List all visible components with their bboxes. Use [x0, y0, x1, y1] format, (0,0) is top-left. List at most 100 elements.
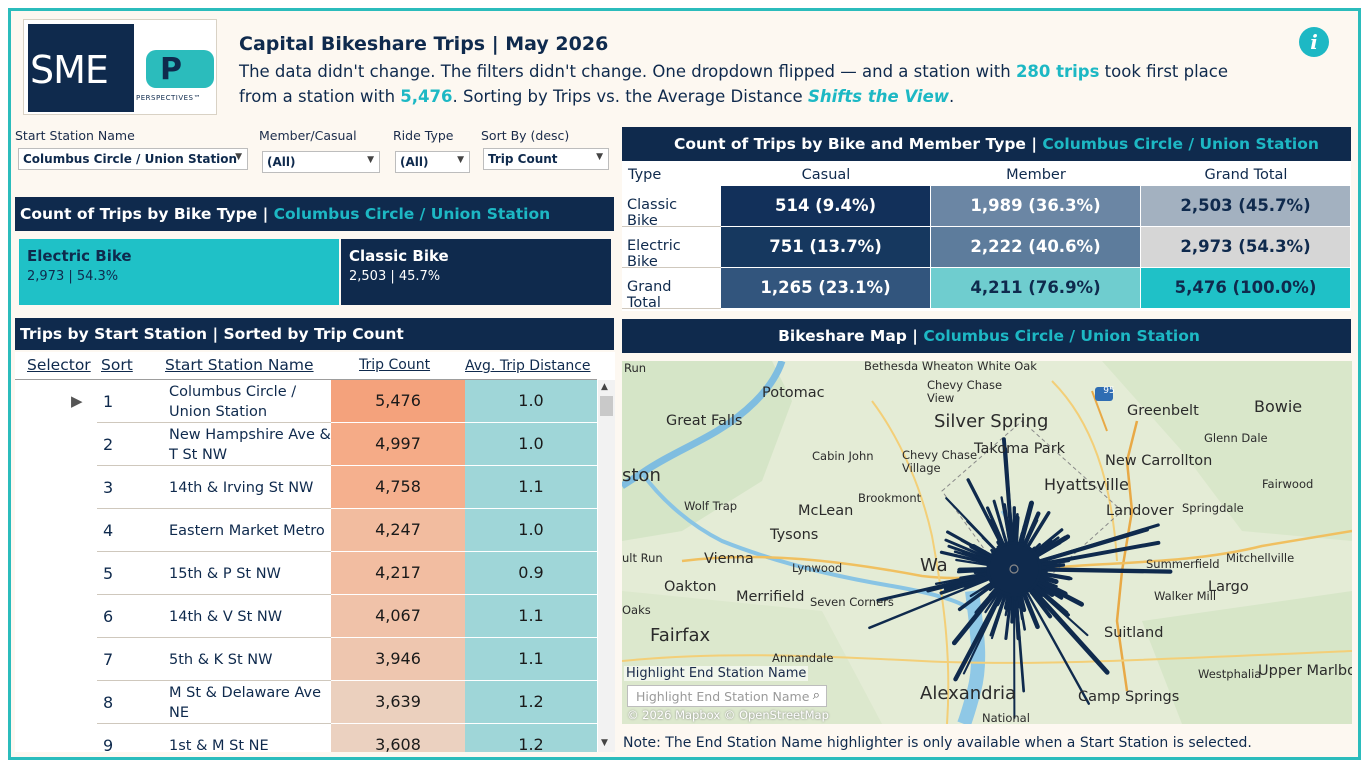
matrix-cell-casual[interactable]: 1,265 (23.1%) [721, 268, 930, 308]
row-station-name: 15th & P St NW [169, 566, 281, 582]
col-header-trip-count[interactable]: Trip Count [359, 357, 431, 373]
matrix-row-divider [622, 308, 721, 309]
row-station-name: New Hampshire Ave & T St NW [169, 427, 331, 463]
table-row[interactable]: ▶ 1 Columbus Circle / Union Station 5,476 1.… [15, 380, 597, 423]
map-label-oaks: Oaks [622, 603, 651, 617]
matrix-cell-member[interactable]: 4,211 (76.9%) [931, 268, 1140, 308]
electric-bike-tile[interactable]: Electric Bike 2,973 | 54.3% [19, 239, 339, 305]
table-row[interactable]: 9 1st & M St NE 3,608 1.2 [15, 724, 597, 752]
matrix-body: Classic Bike 514 (9.4%) 1,989 (36.3%) 2,503… [11, 11, 1350, 311]
col-header-selector[interactable]: Selector [27, 356, 91, 374]
matrix-cell-casual[interactable]: 514 (9.4%) [721, 186, 930, 226]
scroll-up-icon[interactable]: ▲ [601, 382, 608, 392]
matrix-cell-casual[interactable]: 751 (13.7%) [721, 227, 930, 267]
row-trip-count: 3,639 [331, 681, 465, 723]
table-row[interactable]: 5 15th & P St NW 4,217 0.9 [15, 552, 597, 595]
map-label-takoma-park: Takoma Park [974, 441, 1066, 457]
row-station-name: 5th & K St NW [169, 652, 273, 668]
search-icon: ⌕ [812, 688, 820, 703]
map-label-run: Run [624, 361, 647, 375]
matrix-row-divider [622, 226, 721, 227]
ride-type-dropdown[interactable]: (All) ▼ [395, 151, 470, 173]
row-sort: 9 [103, 736, 114, 752]
bikeshare-map[interactable]: Bethesda Wheaton White Oak Run Potomac Chev… [622, 361, 1352, 724]
map-label-silver-spring: Silver Spring [934, 411, 1049, 432]
map-label-wolf-trap: Wolf Trap [684, 499, 738, 513]
map-label-tysons: Tysons [770, 527, 819, 543]
highlight-placeholder: Highlight End Station Name [636, 689, 810, 704]
map-label-mclean: McLean [798, 503, 854, 519]
table-row[interactable]: 3 14th & Irving St NW 4,758 1.1 [15, 466, 597, 509]
subtitle-text-1: The data didn't change. The filters didn… [239, 62, 1016, 81]
map-label-great-falls: Great Falls [666, 413, 743, 429]
matrix-title: Count of Trips by Bike and Member Type | [674, 135, 1043, 153]
matrix-cell-member[interactable]: 1,989 (36.3%) [931, 186, 1140, 226]
dashboard-title: Capital Bikeshare Trips | May 2026 [239, 33, 609, 55]
row-trip-count: 3,946 [331, 638, 465, 680]
matrix-row-label: Electric Bike [627, 238, 681, 270]
filter-label-member-casual: Member/Casual [259, 128, 357, 143]
dashboard-frame: SME P PERSPECTIVES™ Capital Bikeshare Tr… [8, 8, 1361, 760]
scroll-thumb[interactable] [600, 396, 613, 416]
matrix-row-label: Classic Bike [627, 197, 678, 229]
logo-dark-block [28, 24, 134, 112]
chevron-down-icon: ▼ [457, 155, 464, 165]
matrix-cell-total[interactable]: 2,973 (54.3%) [1141, 227, 1350, 267]
classic-bike-tile[interactable]: Classic Bike 2,503 | 45.7% [341, 239, 611, 305]
map-label-national: National [982, 711, 1030, 724]
sme-perspectives-logo: SME P PERSPECTIVES™ [23, 19, 217, 115]
table-row[interactable]: 6 14th & V St NW 4,067 1.1 [15, 595, 597, 638]
row-trip-count: 4,758 [331, 466, 465, 508]
matrix-title-station: Columbus Circle / Union Station [1042, 135, 1319, 153]
header-divider [15, 379, 597, 380]
row-avg-distance: 1.1 [465, 638, 597, 680]
table-row[interactable]: 2 New Hampshire Ave & T St NW 4,997 1.0 [15, 423, 597, 466]
matrix-col-grand-total: Grand Total [1204, 167, 1288, 183]
row-station-name: 14th & Irving St NW [169, 480, 314, 496]
col-header-station-name[interactable]: Start Station Name [165, 356, 314, 374]
highlight-end-station-input[interactable]: Highlight End Station Name ⌕ [627, 685, 827, 707]
start-station-dropdown[interactable]: Columbus Circle / Union Station ▼ [18, 148, 248, 170]
map-credit[interactable]: © 2026 Mapbox © OpenStreetMap [627, 708, 829, 722]
table-row[interactable]: 4 Eastern Market Metro 4,247 1.0 [15, 509, 597, 552]
matrix-row-divider [622, 267, 721, 268]
map-label-ston: ston [622, 465, 661, 486]
matrix-cell-total[interactable]: 2,503 (45.7%) [1141, 186, 1350, 226]
table-row[interactable]: 8 M St & Delaware Ave NE 3,639 1.2 [15, 681, 597, 724]
row-sort: 5 [103, 564, 114, 583]
row-avg-distance: 1.0 [465, 509, 597, 551]
matrix-cell-total[interactable]: 5,476 (100.0%) [1141, 268, 1350, 308]
chevron-down-icon: ▼ [235, 152, 242, 162]
scroll-down-icon[interactable]: ▼ [601, 738, 608, 748]
row-divider [97, 637, 331, 638]
row-sort: 6 [103, 607, 114, 626]
stations-header: Trips by Start Station | Sorted by Trip … [15, 318, 614, 350]
map-label-suitland: Suitland [1104, 625, 1164, 641]
filter-label-ride-type: Ride Type [393, 128, 454, 143]
row-station-name: 1st & M St NE [169, 738, 269, 752]
stations-scrollbar[interactable]: ▲ ▼ [598, 380, 615, 752]
logo-p-badge: P [146, 50, 214, 88]
info-icon[interactable]: i [1299, 27, 1329, 57]
sort-by-dropdown[interactable]: Trip Count ▼ [483, 148, 609, 170]
col-header-avg-distance[interactable]: Avg. Trip Distance [465, 358, 591, 374]
row-divider [97, 680, 331, 681]
matrix-cell-member[interactable]: 2,222 (40.6%) [931, 227, 1140, 267]
map-label-greenbelt: Greenbelt [1127, 403, 1199, 419]
map-label-fairwood: Fairwood [1262, 477, 1314, 491]
electric-bike-value: 2,973 | 54.3% [27, 269, 119, 284]
table-row[interactable]: 7 5th & K St NW 3,946 1.1 [15, 638, 597, 681]
map-label-brookmont: Brookmont [858, 491, 922, 505]
map-title: Bikeshare Map | [778, 327, 924, 345]
logo-p-letter: P [160, 52, 182, 87]
row-trip-count: 4,067 [331, 595, 465, 637]
station-rows: ▶ 1 Columbus Circle / Union Station 5,476 1.… [15, 380, 597, 752]
map-label-cabin-john: Cabin John [812, 449, 874, 463]
row-trip-count: 3,608 [331, 724, 465, 752]
row-selector-icon[interactable]: ▶ [71, 392, 83, 410]
col-header-sort[interactable]: Sort [101, 356, 133, 374]
stations-table: Selector Sort Start Station Name Trip Co… [15, 352, 615, 752]
row-avg-distance: 1.2 [465, 724, 597, 752]
member-casual-dropdown[interactable]: (All) ▼ [262, 151, 380, 173]
dashboard-subtitle: The data didn't change. The filters didn… [239, 59, 1269, 109]
